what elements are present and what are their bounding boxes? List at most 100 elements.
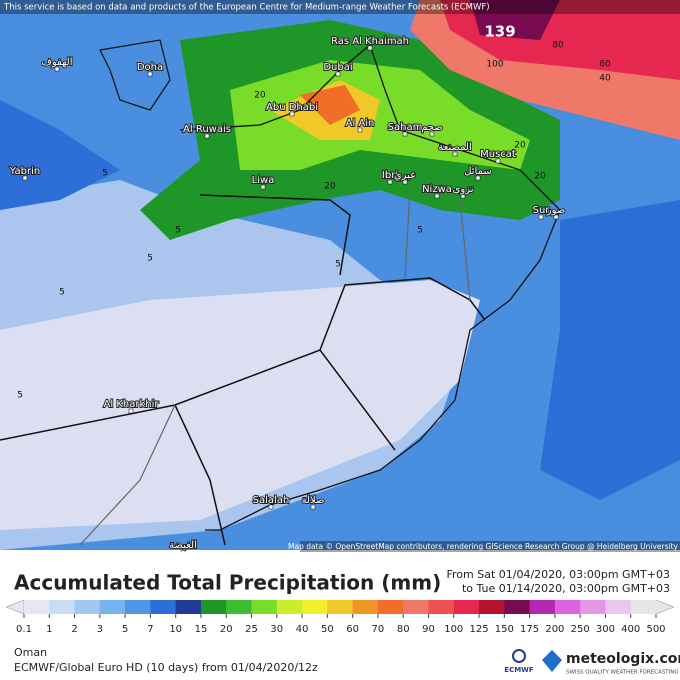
city-dot [387,179,393,185]
city-label: Al Kharkhir [104,399,160,410]
legend-label: 15 [195,624,208,635]
city-dot [538,214,544,220]
city-dot [289,111,295,117]
legend-label: 7 [147,624,153,635]
color-swatch [276,600,303,614]
color-swatch [529,600,556,614]
legend-label: 175 [520,624,539,635]
legend-label: 1 [46,624,52,635]
color-swatch [403,600,429,614]
brand-logo [542,650,562,672]
legend-label: 60 [346,624,359,635]
city-dot [357,127,363,133]
region: Oman [14,646,47,659]
legend-label: 100 [444,624,463,635]
contour-label: 5 [147,254,153,264]
color-swatch [150,600,177,614]
city-dot [260,184,266,190]
color-swatch [24,600,50,614]
city-dot [434,193,440,199]
city-label: Doha [137,62,163,73]
city-label: Salalah [253,495,290,506]
city-label: صلالة [302,495,325,506]
contour-label: 20 [254,91,266,101]
color-swatch [49,600,76,614]
legend-label: 25 [245,624,258,635]
color-swatch [352,600,379,614]
city-label: نزوى [453,184,474,195]
legend-label: 250 [571,624,590,635]
contour-label: 100 [486,60,503,70]
color-swatch [125,600,151,614]
contour-label: 5 [335,260,341,270]
city-label: صور [546,205,566,216]
legend-title: Accumulated Total Precipitation (mm) [14,571,441,595]
ecmwf: ECMWF [504,666,534,674]
legend-label: 20 [220,624,233,635]
contour-label: 20 [324,182,336,192]
contour-label: 5 [175,226,181,236]
city-dot [475,175,481,181]
city-dot [335,71,341,77]
contour-label: 5 [102,169,108,179]
city-dot [495,158,501,164]
city-dot [367,45,373,51]
color-swatch [200,600,227,614]
legend-label: 300 [596,624,615,635]
city-label: Sur [533,205,551,216]
city-label: صحم [421,122,443,133]
city-dot [452,151,458,157]
color-swatch [605,600,632,614]
city-dot [54,66,60,72]
notice: This service is based on data and produc… [3,3,490,13]
legend-label: 10 [169,624,182,635]
city-dot [268,504,274,510]
city-label: Nizwa [422,184,452,195]
contour-label: 5 [59,288,65,298]
city-label: Ibri [382,170,398,181]
city-label: Saham [388,122,423,133]
legend-label: 90 [422,624,435,635]
city-dot [204,133,210,139]
brand: meteologix.com [566,651,680,667]
city-dot [147,71,153,77]
date-from: From Sat 01/04/2020, 03:00pm GMT+03 [446,568,670,581]
model-info: ECMWF/Global Euro HD (10 days) from 01/0… [14,661,318,674]
contour-label: 5 [17,391,23,401]
color-swatch [428,600,455,614]
city-dot [402,179,408,185]
color-swatch [377,600,404,614]
contour-label: 139 [484,23,515,41]
map: This service is based on data and produc… [0,0,680,555]
city-label: Dubai [323,62,352,73]
color-swatch [630,600,657,614]
legend-label: 3 [97,624,103,635]
legend-label: 500 [646,624,665,635]
color-swatch [74,600,101,614]
attribution: Map data © OpenStreetMap contributors, r… [288,542,679,551]
color-swatch [251,600,278,614]
city-label: Yabrin [9,166,40,177]
city-label: Al Ruwais [183,124,231,135]
legend-label: 70 [372,624,385,635]
legend-label: 80 [397,624,410,635]
color-swatch [327,600,354,614]
city-dot [22,175,28,181]
legend-label: 5 [122,624,128,635]
legend-label: 200 [545,624,564,635]
contour-label: 20 [514,141,526,151]
city-dot [128,408,134,414]
contour-label: 40 [599,74,611,84]
contour-label: 80 [552,41,564,51]
color-swatch [479,600,505,614]
city-label: الهفوف [41,57,72,68]
city-label: Muscat [480,149,516,160]
legend-label: 30 [270,624,283,635]
city-label: سمائل [464,166,492,177]
city-label: المصنعة [438,142,471,153]
color-swatch [302,600,328,614]
city-dot [310,504,316,510]
legend-label: 2 [71,624,77,635]
color-swatch [554,600,581,614]
